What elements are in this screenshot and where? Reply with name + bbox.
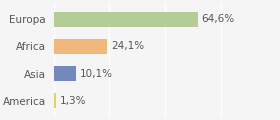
Text: 24,1%: 24,1%	[111, 41, 144, 51]
Text: 10,1%: 10,1%	[80, 69, 113, 79]
Text: 64,6%: 64,6%	[201, 14, 235, 24]
Bar	[53, 39, 108, 54]
Bar	[53, 66, 76, 81]
Bar	[53, 93, 57, 108]
Text: 1,3%: 1,3%	[60, 96, 86, 106]
Bar	[53, 12, 198, 27]
